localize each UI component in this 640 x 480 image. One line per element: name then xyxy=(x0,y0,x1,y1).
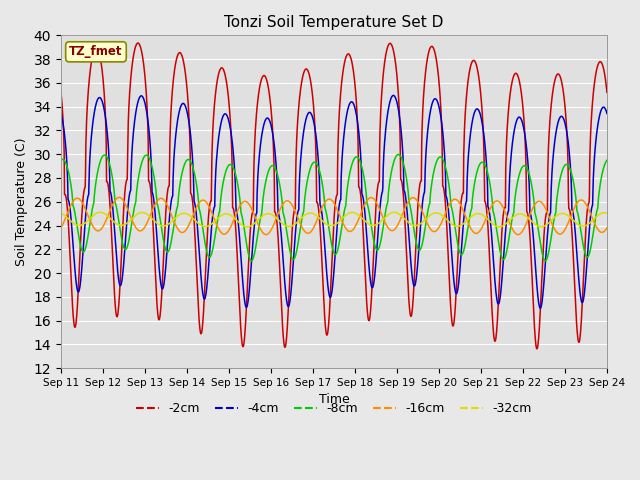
-8cm xyxy=(193,187,201,192)
-8cm xyxy=(387,172,395,178)
-2cm xyxy=(575,339,583,345)
Line: -32cm: -32cm xyxy=(61,212,607,227)
-2cm xyxy=(168,103,175,108)
-32cm xyxy=(57,210,65,216)
-4cm xyxy=(390,93,397,98)
-8cm xyxy=(575,216,583,222)
-8cm xyxy=(394,152,402,157)
Line: -4cm: -4cm xyxy=(61,96,607,308)
-2cm xyxy=(194,290,202,296)
Y-axis label: Soil Temperature (C): Soil Temperature (C) xyxy=(15,137,28,266)
-16cm xyxy=(168,212,175,217)
-4cm xyxy=(387,97,394,103)
-16cm xyxy=(387,228,395,233)
-8cm xyxy=(551,213,559,219)
-16cm xyxy=(575,198,583,204)
-32cm xyxy=(544,221,552,227)
-16cm xyxy=(603,225,611,231)
-8cm xyxy=(57,157,65,163)
-32cm xyxy=(551,214,559,220)
-32cm xyxy=(243,224,251,230)
Text: TZ_fmet: TZ_fmet xyxy=(69,45,123,58)
-4cm xyxy=(536,305,544,311)
Line: -8cm: -8cm xyxy=(61,155,607,261)
-16cm xyxy=(551,227,559,232)
-8cm xyxy=(544,253,552,259)
Title: Tonzi Soil Temperature Set D: Tonzi Soil Temperature Set D xyxy=(224,15,444,30)
Line: -2cm: -2cm xyxy=(61,43,607,349)
-4cm xyxy=(544,228,552,234)
-4cm xyxy=(57,110,65,116)
Line: -16cm: -16cm xyxy=(61,197,607,235)
-32cm xyxy=(387,210,395,216)
-2cm xyxy=(603,89,611,95)
-2cm xyxy=(57,89,65,95)
-8cm xyxy=(167,240,175,246)
-4cm xyxy=(167,200,175,206)
-2cm xyxy=(551,78,559,84)
-16cm xyxy=(514,232,522,238)
-4cm xyxy=(575,278,583,284)
-4cm xyxy=(603,110,611,116)
-8cm xyxy=(603,157,611,163)
Legend: -2cm, -4cm, -8cm, -16cm, -32cm: -2cm, -4cm, -8cm, -16cm, -32cm xyxy=(131,397,537,420)
-2cm xyxy=(533,346,541,352)
-4cm xyxy=(193,222,201,228)
-16cm xyxy=(544,211,552,216)
-16cm xyxy=(115,194,123,200)
-32cm xyxy=(603,210,611,216)
-2cm xyxy=(134,40,142,46)
-2cm xyxy=(387,41,395,47)
-32cm xyxy=(97,209,104,215)
-16cm xyxy=(57,225,65,231)
X-axis label: Time: Time xyxy=(319,394,349,407)
-32cm xyxy=(168,219,175,225)
-32cm xyxy=(194,220,202,226)
-8cm xyxy=(248,258,255,264)
-2cm xyxy=(544,168,552,174)
-32cm xyxy=(575,222,583,228)
-4cm xyxy=(551,138,559,144)
-16cm xyxy=(194,203,202,208)
